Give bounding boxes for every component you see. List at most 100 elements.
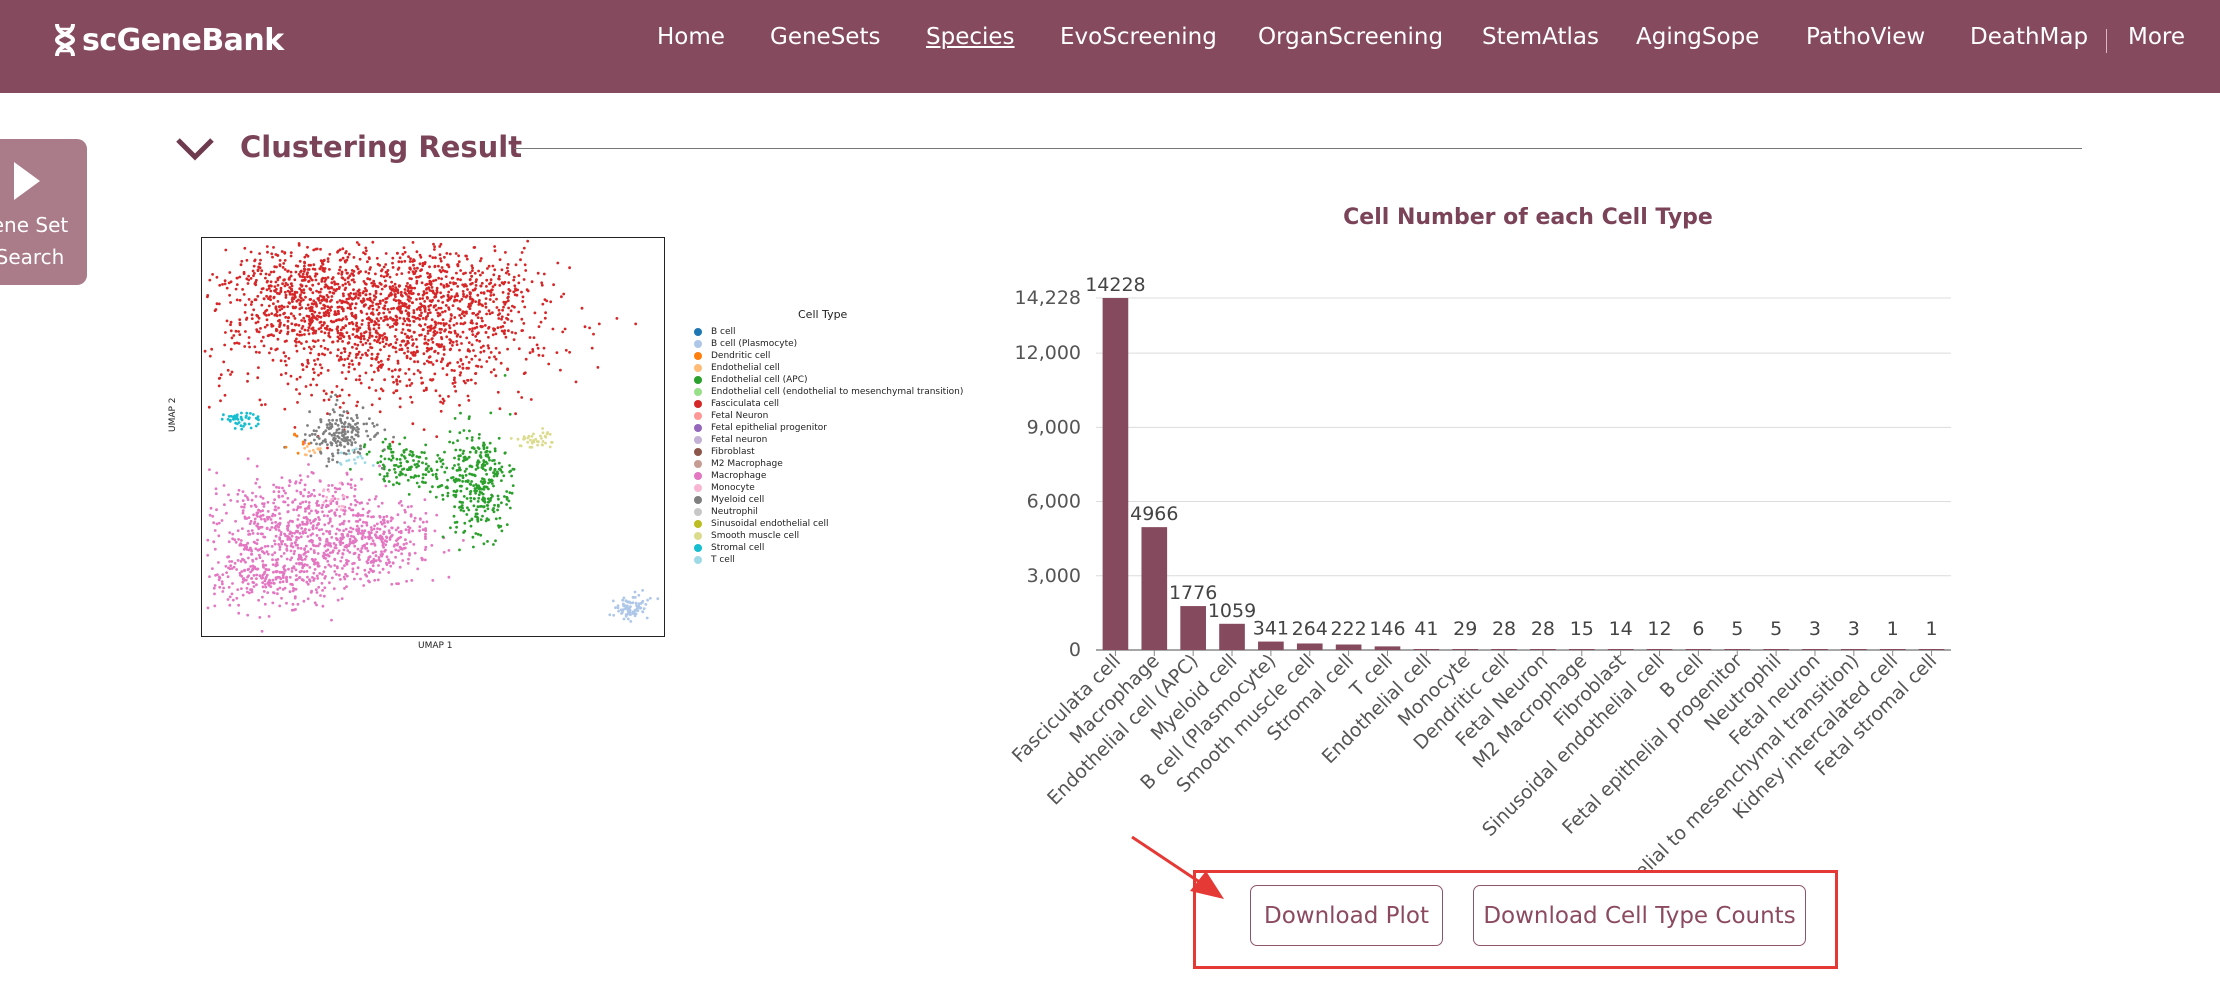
- legend-item: Dendritic cell: [694, 350, 770, 362]
- legend-label: Endothelial cell (APC): [711, 375, 808, 385]
- legend-item: Macrophage: [694, 470, 766, 482]
- data-label: 3: [1809, 618, 1821, 640]
- legend-label: Myeloid cell: [711, 495, 765, 505]
- legend-item: Smooth muscle cell: [694, 530, 799, 542]
- legend-swatch: [694, 376, 702, 384]
- nav-home[interactable]: Home: [657, 24, 725, 50]
- legend-item: Fetal Neuron: [694, 410, 768, 422]
- bar: [1219, 623, 1245, 650]
- nav-evoscreening[interactable]: EvoScreening: [1060, 24, 1217, 50]
- data-label: 12: [1647, 618, 1671, 640]
- bar: [1879, 649, 1906, 650]
- legend-label: Fetal Neuron: [711, 411, 769, 421]
- legend-swatch: [694, 448, 702, 456]
- umap-cluster: [284, 432, 311, 455]
- collapse-chevron-icon[interactable]: [175, 136, 215, 162]
- legend-item: T cell: [694, 554, 735, 566]
- legend-swatch: [694, 556, 702, 564]
- data-label: 15: [1570, 618, 1594, 640]
- legend-label: B cell (Plasmocyte): [711, 339, 798, 349]
- data-label: 341: [1253, 618, 1289, 640]
- gene-set-search-tab[interactable]: ene Set Search: [0, 139, 87, 285]
- nav-divider: [2106, 29, 2107, 53]
- bar: [1763, 649, 1789, 650]
- bar: [1685, 649, 1712, 650]
- legend-item: Neutrophil: [694, 506, 758, 518]
- data-label: 1: [1887, 618, 1899, 640]
- y-tick-label: 0: [1069, 639, 1081, 661]
- umap-cluster: [283, 393, 395, 470]
- umap-cluster: [213, 241, 412, 378]
- legend-label: Monocyte: [711, 483, 755, 493]
- nav-more[interactable]: More: [2128, 24, 2186, 50]
- data-label: 1776: [1169, 582, 1217, 604]
- legend-swatch: [694, 340, 702, 348]
- legend-item: Stromal cell: [694, 542, 764, 554]
- umap-cluster: [509, 427, 554, 449]
- legend-swatch: [694, 364, 702, 372]
- legend-item: Endothelial cell (APC): [694, 374, 808, 386]
- nav-agingsope[interactable]: AgingSope: [1636, 24, 1760, 50]
- data-label: 222: [1330, 618, 1366, 640]
- nav-stematlas[interactable]: StemAtlas: [1482, 24, 1599, 50]
- data-label: 146: [1369, 618, 1405, 640]
- nav-species[interactable]: Species: [926, 24, 1015, 50]
- chart-title: Cell Number of each Cell Type: [1343, 205, 1713, 230]
- bar: [1374, 646, 1401, 650]
- bar: [1918, 649, 1945, 650]
- data-label: 28: [1531, 618, 1555, 640]
- gene-set-search-label: ene Set Search: [0, 213, 69, 269]
- top-navbar: scGeneBank Home GeneSets Species EvoScre…: [0, 0, 2220, 93]
- bar: [1568, 649, 1595, 650]
- legend-swatch: [694, 532, 702, 540]
- legend-swatch: [694, 460, 702, 468]
- legend-label: T cell: [711, 555, 735, 565]
- y-tick-label: 12,000: [1015, 342, 1081, 364]
- legend-label: Endothelial cell (endothelial to mesench…: [711, 387, 964, 397]
- nav-genesets[interactable]: GeneSets: [770, 24, 881, 50]
- legend-item: Fibroblast: [694, 446, 755, 458]
- legend-swatch: [694, 496, 702, 504]
- umap-cluster: [349, 436, 473, 500]
- legend-label: Fibroblast: [711, 447, 755, 457]
- legend-label: Neutrophil: [711, 507, 758, 517]
- bar-chart: 03,0006,0009,00012,00014,22814228Fascicu…: [1008, 274, 1951, 870]
- data-label: 29: [1453, 618, 1477, 640]
- legend-swatch: [694, 508, 702, 516]
- download-counts-button[interactable]: Download Cell Type Counts: [1473, 885, 1806, 946]
- section-title: Clustering Result: [240, 130, 523, 164]
- legend-label: Fetal neuron: [711, 435, 768, 445]
- y-tick-label: 6,000: [1027, 491, 1081, 513]
- bar: [1724, 649, 1751, 650]
- umap-cluster: [323, 239, 547, 375]
- bar: [1841, 649, 1867, 650]
- umap-xlabel: UMAP 1: [418, 641, 453, 651]
- data-label: 5: [1770, 618, 1782, 640]
- download-plot-button[interactable]: Download Plot: [1250, 885, 1443, 946]
- umap-cluster: [203, 240, 638, 450]
- data-label: 1: [1926, 618, 1938, 640]
- umap-cluster: [338, 447, 375, 467]
- legend-item: Endothelial cell: [694, 362, 780, 374]
- y-tick-label: 14,228: [1015, 287, 1081, 309]
- umap-cluster: [206, 516, 376, 633]
- bar: [1530, 649, 1556, 650]
- legend-swatch: [694, 436, 702, 444]
- download-highlight-box: [1193, 870, 1838, 969]
- legend-swatch: [694, 388, 702, 396]
- legend-swatch: [694, 328, 702, 336]
- legend-item: Fetal epithelial progenitor: [694, 422, 827, 434]
- nav-organscreening[interactable]: OrganScreening: [1258, 24, 1444, 50]
- legend-swatch: [694, 424, 702, 432]
- data-label: 41: [1414, 618, 1438, 640]
- section-divider: [514, 148, 2082, 149]
- legend-swatch: [694, 412, 702, 420]
- legend-swatch: [694, 484, 702, 492]
- bar: [1607, 649, 1634, 650]
- nav-pathoview[interactable]: PathoView: [1806, 24, 1926, 50]
- legend-title: Cell Type: [798, 308, 848, 321]
- brand-logo[interactable]: scGeneBank: [52, 18, 284, 62]
- y-tick-label: 3,000: [1027, 565, 1081, 587]
- nav-deathmap[interactable]: DeathMap: [1970, 24, 2089, 50]
- legend-item: Myeloid cell: [694, 494, 764, 506]
